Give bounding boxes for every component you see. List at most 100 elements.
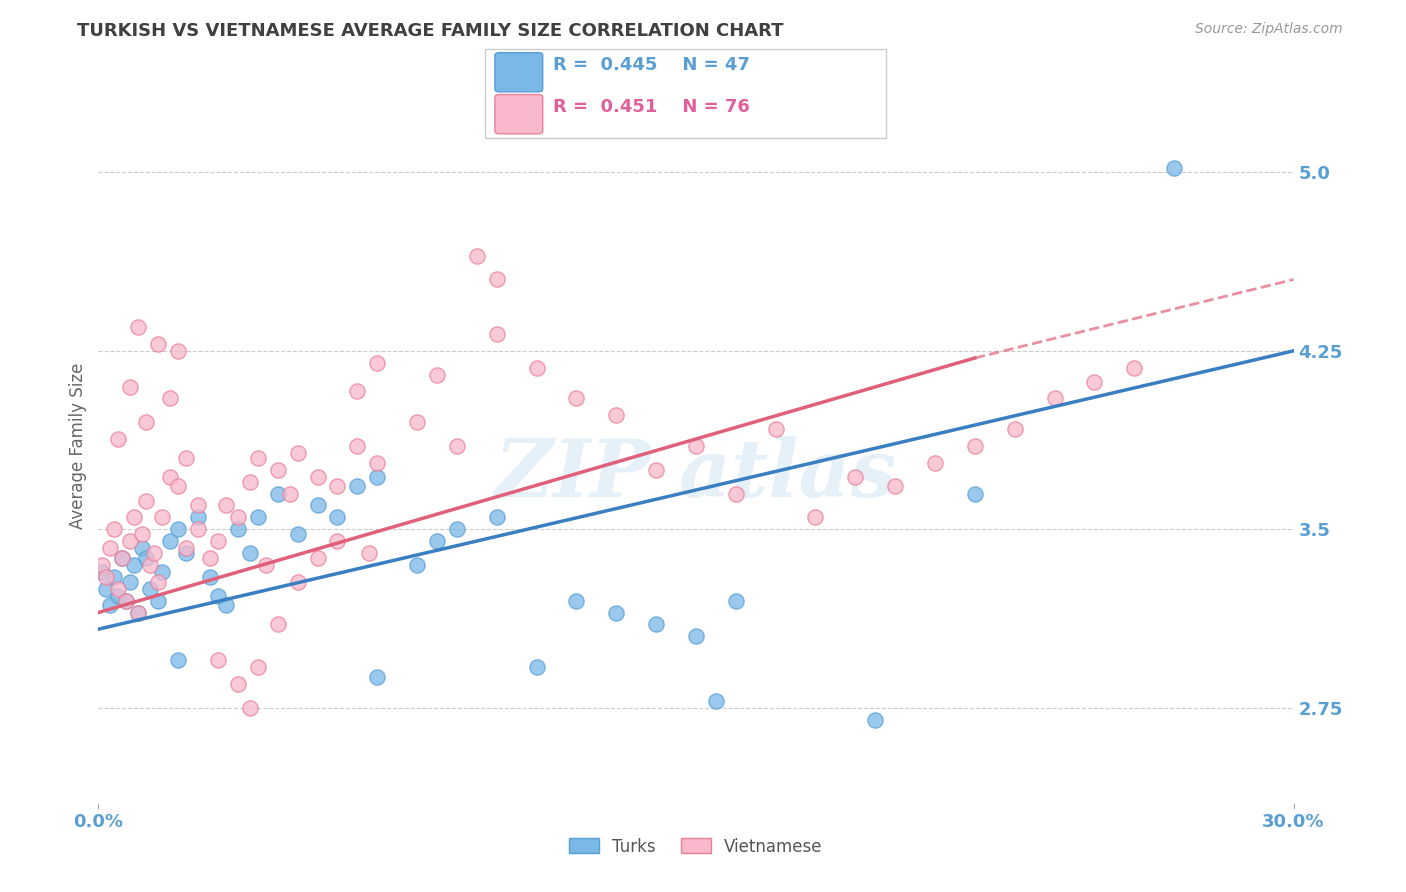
Point [96, 570, 118, 584]
Point [865, 713, 887, 727]
Point [426, 534, 449, 549]
Point [239, 475, 262, 489]
Point [366, 456, 388, 470]
Point [326, 510, 349, 524]
Point [605, 408, 627, 422]
Point [148, 574, 170, 589]
Point [924, 456, 946, 470]
Point [359, 546, 381, 560]
Point [645, 617, 668, 632]
Point [107, 432, 129, 446]
Point [120, 379, 142, 393]
Point [91, 558, 114, 572]
Point [465, 249, 488, 263]
Point [120, 574, 142, 589]
Point [485, 327, 508, 342]
Point [278, 486, 301, 500]
Point [124, 510, 146, 524]
Point [187, 510, 209, 524]
Text: Source: ZipAtlas.com: Source: ZipAtlas.com [1195, 22, 1343, 37]
Text: R =  0.451    N = 76: R = 0.451 N = 76 [553, 98, 749, 116]
Point [267, 617, 290, 632]
Point [1163, 161, 1185, 175]
Point [159, 392, 181, 406]
Point [685, 439, 707, 453]
Point [446, 522, 468, 536]
Point [307, 499, 329, 513]
Point [135, 415, 157, 429]
Point [565, 593, 588, 607]
Point [91, 565, 114, 579]
Point [150, 565, 173, 579]
Point [346, 439, 368, 453]
Point [167, 343, 190, 358]
Point [287, 527, 309, 541]
Point [526, 360, 548, 375]
Point [167, 522, 190, 536]
Point [307, 470, 329, 484]
Point [1004, 422, 1026, 436]
Point [685, 629, 707, 643]
Point [215, 499, 238, 513]
Point [139, 582, 162, 596]
Point [346, 384, 368, 399]
Y-axis label: Average Family Size: Average Family Size [69, 363, 87, 529]
Point [143, 546, 166, 560]
Point [724, 593, 747, 607]
Point [207, 653, 229, 667]
Point [963, 486, 986, 500]
Point [426, 368, 449, 382]
Point [120, 534, 142, 549]
Point [366, 356, 388, 370]
Point [107, 582, 129, 596]
Point [226, 510, 249, 524]
Point [704, 693, 727, 707]
Point [239, 546, 262, 560]
Point [326, 479, 349, 493]
Point [207, 589, 229, 603]
Point [724, 486, 747, 500]
Point [135, 550, 157, 565]
Point [111, 550, 134, 565]
Point [98, 541, 122, 556]
Point [963, 439, 986, 453]
Point [1083, 375, 1105, 389]
Point [254, 558, 277, 572]
Point [239, 700, 262, 714]
Point [406, 415, 429, 429]
Point [884, 479, 907, 493]
Point [326, 534, 349, 549]
Point [366, 470, 388, 484]
Point [215, 599, 238, 613]
Point [150, 510, 173, 524]
Point [159, 534, 181, 549]
Point [187, 522, 209, 536]
Point [645, 463, 668, 477]
Point [198, 550, 221, 565]
Point [174, 450, 197, 465]
Point [127, 606, 149, 620]
Point [115, 593, 138, 607]
Point [127, 320, 149, 334]
Point [804, 510, 827, 524]
Point [346, 479, 368, 493]
Point [267, 463, 290, 477]
Point [135, 493, 157, 508]
Point [485, 272, 508, 286]
Point [198, 570, 221, 584]
Point [246, 510, 269, 524]
Point [565, 392, 588, 406]
Point [174, 541, 197, 556]
Text: TURKISH VS VIETNAMESE AVERAGE FAMILY SIZE CORRELATION CHART: TURKISH VS VIETNAMESE AVERAGE FAMILY SIZ… [77, 22, 783, 40]
Point [226, 677, 249, 691]
Point [246, 660, 269, 674]
Point [605, 606, 627, 620]
Point [148, 336, 170, 351]
Point [446, 439, 468, 453]
Point [526, 660, 548, 674]
Point [267, 486, 290, 500]
Point [366, 670, 388, 684]
Text: R =  0.445    N = 47: R = 0.445 N = 47 [553, 56, 749, 74]
Point [1043, 392, 1066, 406]
Point [96, 582, 118, 596]
